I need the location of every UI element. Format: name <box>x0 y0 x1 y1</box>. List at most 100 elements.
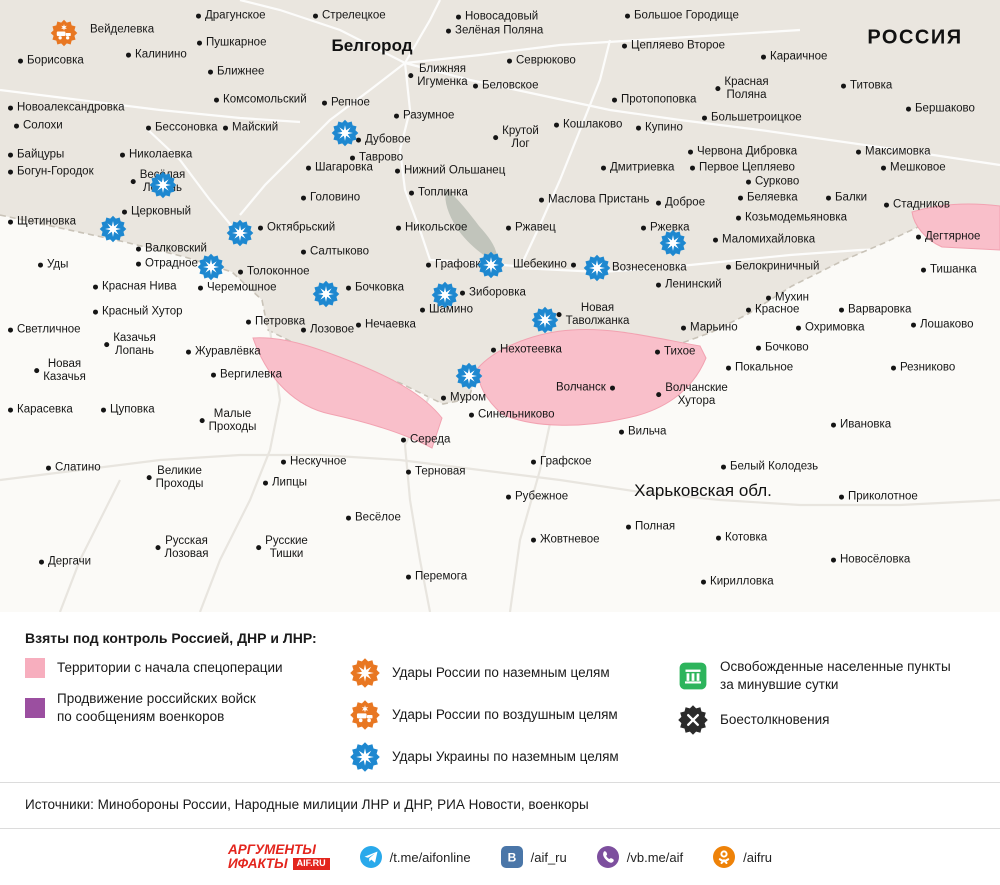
town-dot <box>746 179 751 185</box>
social-link-ok[interactable]: /aifru <box>713 846 772 868</box>
town-name: Новосадовый <box>465 10 539 23</box>
town-name: Протопоповка <box>621 93 697 106</box>
town-label: Севрюково <box>507 55 576 68</box>
town-name: Графское <box>540 455 592 468</box>
town-label: Маломихайловка <box>713 234 815 247</box>
town-label: Валковский <box>136 243 207 256</box>
social-label[interactable]: /aifru <box>743 849 773 865</box>
town-name: Стадников <box>893 198 950 211</box>
town-name: Бочково <box>765 341 809 354</box>
kharkiv-region <box>0 215 1000 612</box>
town-label: Ржавец <box>506 222 556 235</box>
town-name: Кирилловка <box>710 575 774 588</box>
town-label: Зелёная Поляна <box>446 25 543 38</box>
town-name: Муром <box>450 391 487 404</box>
town-name: Нижний Ольшанец <box>404 164 506 177</box>
ok-icon <box>713 846 736 868</box>
town-name: Драгунское <box>205 9 266 22</box>
town-dot <box>136 246 141 252</box>
town-label: Стадников <box>884 199 950 212</box>
russia-air-strike-icon <box>50 19 78 47</box>
town-label: Новоалександровка <box>8 102 125 115</box>
town-dot <box>122 209 127 215</box>
town-name: Тишанка <box>930 263 977 276</box>
social-link-telegram[interactable]: /t.me/aifonline <box>359 846 471 868</box>
ukraine-ground-strike-icon <box>149 171 177 199</box>
town-dot <box>619 429 624 435</box>
town-label: Волчанские Хутора <box>656 382 728 408</box>
town-dot <box>916 234 921 240</box>
town-name: Маслова Пристань <box>548 193 650 206</box>
town-label: Бочково <box>756 342 809 355</box>
town-label: Покальное <box>726 362 793 375</box>
social-link-vk[interactable]: В/aif_ru <box>500 846 567 868</box>
town-name: Сурково <box>755 175 800 188</box>
town-dot <box>656 282 661 288</box>
vk-icon: В <box>500 846 523 868</box>
legend-label: Удары России по наземным целям <box>392 665 610 681</box>
town-label: Байцуры <box>8 149 64 162</box>
town-dot <box>726 264 731 270</box>
town-dot <box>839 494 844 500</box>
town-label: Николаевка <box>120 149 192 162</box>
town-dot <box>8 327 13 333</box>
town-name: Лозовое <box>310 323 355 336</box>
town-dot <box>198 285 203 291</box>
town-label: Слатино <box>46 462 101 475</box>
town-label: Весёлое <box>346 512 401 525</box>
town-dot <box>531 537 536 543</box>
social-link-viber[interactable]: /vb.me/aif <box>596 846 684 868</box>
town-dot <box>881 165 886 171</box>
town-dot <box>93 284 98 290</box>
town-dot <box>681 325 686 331</box>
social-label[interactable]: /aif_ru <box>530 849 567 865</box>
town-name: Ржевка <box>650 221 690 234</box>
town-name: Приколотное <box>848 490 918 503</box>
town-label: Комсомольский <box>214 94 307 107</box>
town-dot <box>281 459 286 465</box>
town-name: Бессоновка <box>155 121 218 134</box>
town-name: Солохи <box>23 119 63 132</box>
town-label: Щетиновка <box>8 216 76 229</box>
town-name: Доброе <box>665 196 706 209</box>
town-dot <box>601 165 606 171</box>
legend-label: Удары России по воздушным целям <box>392 707 618 723</box>
town-label: Первое Цепляево <box>690 162 795 175</box>
town-dot <box>8 169 13 175</box>
legend-item: Территории с начала спецоперации <box>25 658 335 678</box>
town-label: Разумное <box>394 110 454 123</box>
town-label: Котовка <box>716 532 767 545</box>
town-dot <box>394 113 399 119</box>
town-name: Октябрьский <box>267 221 336 234</box>
town-name: Резниково <box>900 361 956 374</box>
town-dot <box>258 225 263 231</box>
map-background <box>0 188 1000 612</box>
town-name: Щетиновка <box>17 215 77 228</box>
social-label[interactable]: /vb.me/aif <box>626 849 684 865</box>
social-label[interactable]: /t.me/aifonline <box>389 849 471 865</box>
town-label: Пушкарное <box>197 37 266 50</box>
town-dot <box>301 195 306 201</box>
town-dot <box>473 83 478 89</box>
town-name: Журавлёвка <box>195 345 261 358</box>
town-name: Светличное <box>17 323 81 336</box>
town-name: Мешковое <box>890 161 946 174</box>
town-label: Мешковое <box>881 162 946 175</box>
town-dot <box>556 312 562 318</box>
town-label: Толоконное <box>238 266 310 279</box>
town-dot <box>456 14 461 20</box>
town-dot <box>506 494 511 500</box>
town-dot <box>223 125 228 131</box>
town-name: Стрелецкое <box>322 9 386 22</box>
town-dot <box>301 327 306 333</box>
town-name: Шебекино <box>513 258 567 271</box>
town-dot <box>186 349 191 355</box>
town-dot <box>101 407 106 413</box>
town-label: Новосёловка <box>831 554 910 567</box>
ukraine-ground-strike-icon <box>99 215 127 243</box>
region-label: Белгород <box>331 36 413 55</box>
town-dot <box>406 469 411 475</box>
town-dot <box>715 86 721 92</box>
town-label: Новая Таволжанка <box>556 302 629 328</box>
town-label: Красная Поляна <box>715 76 769 102</box>
